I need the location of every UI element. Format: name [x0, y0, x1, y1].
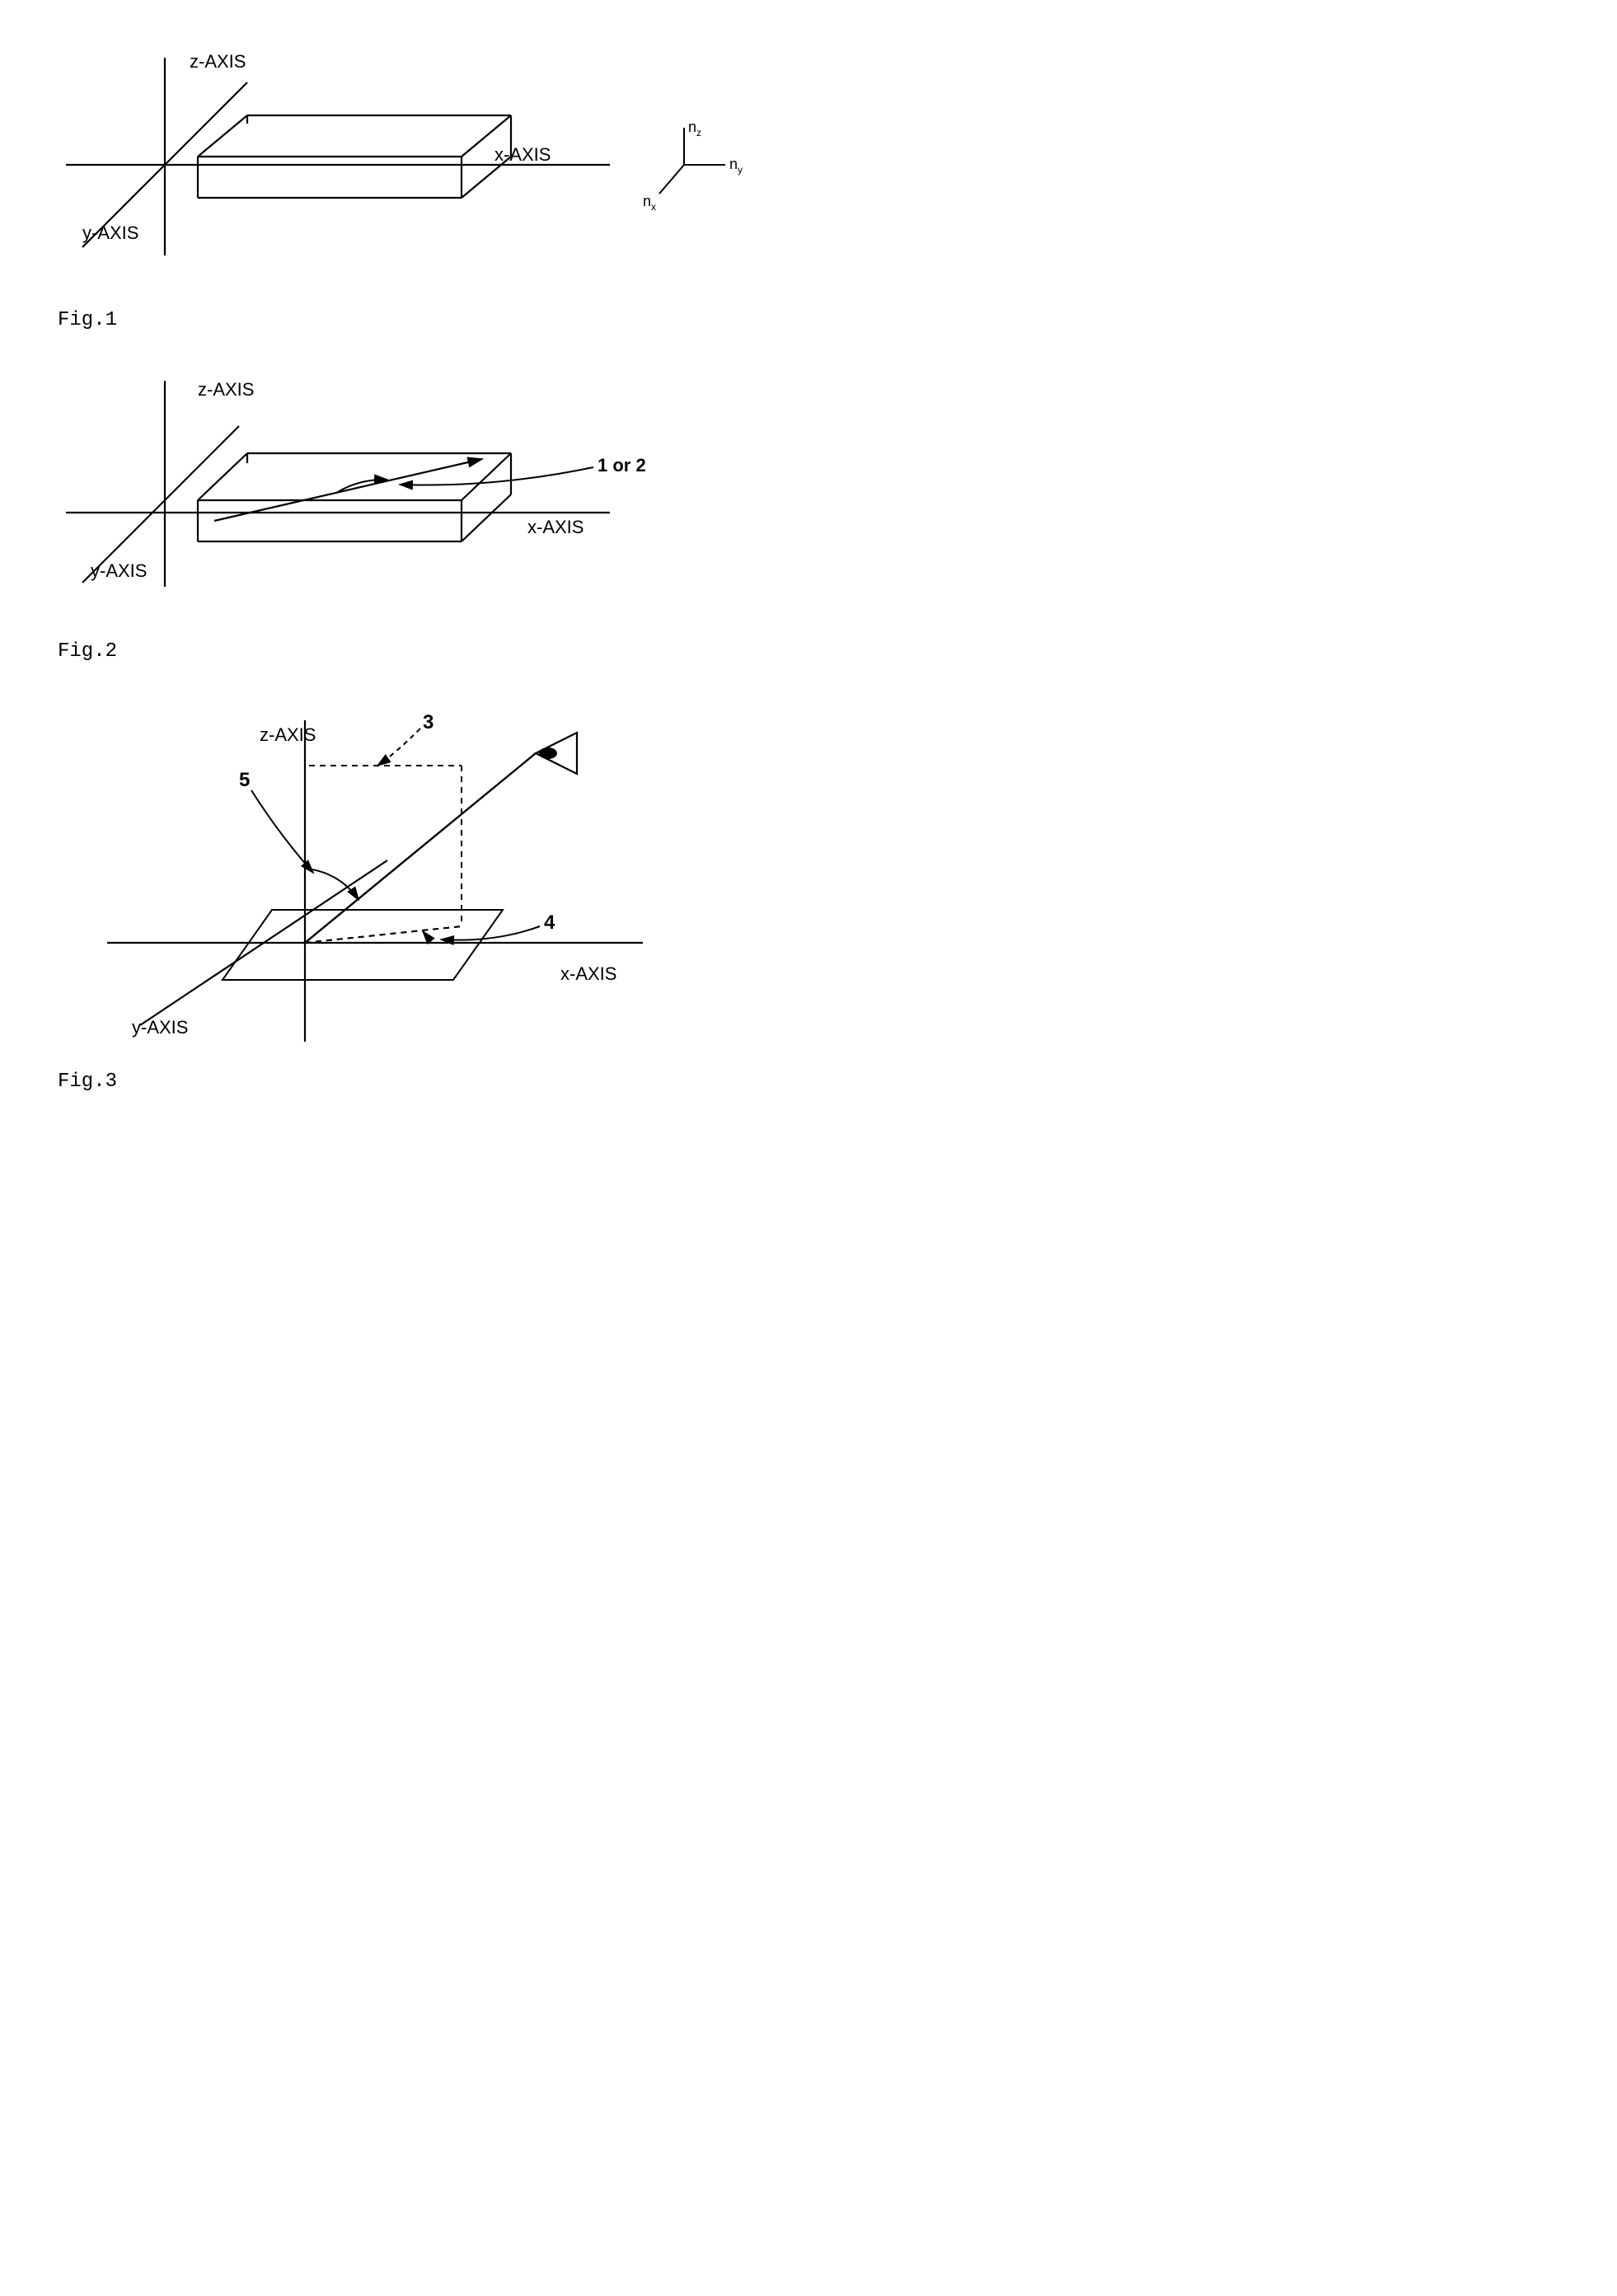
- figure-2: z-AXIS x-AXIS y-AXIS 1 or 2 Fig.2: [33, 364, 775, 663]
- fig3-leader-3: [377, 729, 420, 766]
- compass-nx: nx: [643, 193, 656, 213]
- fig2-box: [198, 453, 511, 541]
- compass-nz: nz: [688, 119, 701, 138]
- fig3-leader-5: [251, 790, 313, 873]
- fig2-callout-leader: [400, 467, 593, 485]
- page-container: z-AXIS x-AXIS y-AXIS nz ny nx Fig.1: [33, 33, 775, 1093]
- fig1-box: [198, 115, 511, 198]
- figure-3: 5 4 3 z-AXIS x-AXIS y-AXIS Fig.3: [33, 696, 775, 1093]
- fig3-sight-line: [305, 753, 536, 943]
- fig3-caption: Fig.3: [58, 1071, 775, 1093]
- fig2-y-label: y-AXIS: [91, 560, 147, 581]
- fig3-ground-projection: [305, 926, 462, 943]
- fig1-svg: z-AXIS x-AXIS y-AXIS nz ny nx: [33, 33, 775, 297]
- fig3-callout-5: 5: [239, 769, 250, 791]
- fig2-diagonal-arrow: [214, 459, 482, 521]
- fig3-svg: 5 4 3 z-AXIS x-AXIS y-AXIS: [33, 696, 775, 1058]
- fig3-callout-3: 3: [423, 711, 434, 733]
- figure-1: z-AXIS x-AXIS y-AXIS nz ny nx Fig.1: [33, 33, 775, 331]
- fig2-callout-text: 1 or 2: [598, 455, 646, 476]
- fig3-angle4-arc: [423, 931, 429, 943]
- fig1-x-label: x-AXIS: [494, 144, 551, 165]
- fig3-y-label: y-AXIS: [132, 1017, 188, 1038]
- fig3-sight-plane: [305, 766, 462, 943]
- fig3-callout-4: 4: [544, 911, 555, 934]
- fig1-caption: Fig.1: [58, 309, 775, 331]
- fig3-z-label: z-AXIS: [260, 724, 316, 745]
- fig1-z-label: z-AXIS: [190, 51, 246, 72]
- fig1-compass: [659, 128, 725, 194]
- eye-icon: [536, 733, 577, 774]
- fig2-svg: z-AXIS x-AXIS y-AXIS 1 or 2: [33, 364, 775, 628]
- fig3-x-label: x-AXIS: [560, 963, 616, 984]
- fig2-x-label: x-AXIS: [527, 517, 584, 537]
- fig1-y-label: y-AXIS: [82, 223, 138, 243]
- fig2-z-label: z-AXIS: [198, 379, 254, 400]
- fig2-caption: Fig.2: [58, 640, 775, 663]
- compass-ny: ny: [729, 156, 743, 176]
- fig2-y-axis: [82, 426, 239, 583]
